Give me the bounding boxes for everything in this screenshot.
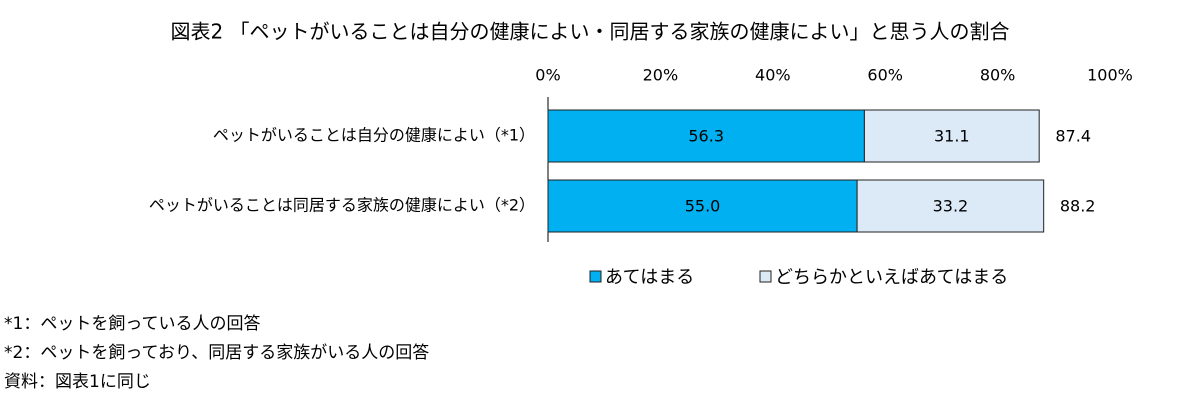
bar-segment bbox=[856, 179, 1045, 233]
bar-segment bbox=[547, 179, 858, 233]
data-label: 55.0 bbox=[685, 197, 721, 216]
data-label: 56.3 bbox=[688, 127, 724, 146]
footnote: 資料：図表1に同じ bbox=[4, 372, 151, 392]
x-tick-label: 0% bbox=[535, 66, 560, 85]
x-tick-label: 40% bbox=[755, 66, 791, 85]
legend-swatch bbox=[759, 270, 772, 283]
footnote: *1：ペットを飼っている人の回答 bbox=[4, 314, 260, 334]
data-label: 31.1 bbox=[934, 127, 970, 146]
bar-segment bbox=[547, 109, 865, 163]
y-tick-label: ペットがいることは自分の健康によい（*1） bbox=[213, 126, 535, 145]
legend-label: あてはまる bbox=[605, 267, 694, 288]
x-tick-label: 60% bbox=[867, 66, 903, 85]
x-tick-label: 20% bbox=[643, 66, 679, 85]
x-tick-label: 80% bbox=[980, 66, 1016, 85]
total-label: 88.2 bbox=[1060, 197, 1096, 216]
chart-title: 図表2 「ペットがいることは自分の健康によい・同居する家族の健康によい」と思う人… bbox=[170, 20, 1009, 44]
legend-label: どちらかといえばあてはまる bbox=[775, 267, 1008, 288]
x-tick-label: 100% bbox=[1087, 66, 1133, 85]
bar-segment bbox=[863, 109, 1040, 163]
total-label: 87.4 bbox=[1055, 127, 1091, 146]
footnote: *2：ペットを飼っており、同居する家族がいる人の回答 bbox=[4, 343, 429, 363]
y-tick-label: ペットがいることは同居する家族の健康によい（*2） bbox=[149, 196, 535, 215]
data-label: 33.2 bbox=[933, 197, 969, 216]
legend-swatch bbox=[589, 270, 602, 283]
